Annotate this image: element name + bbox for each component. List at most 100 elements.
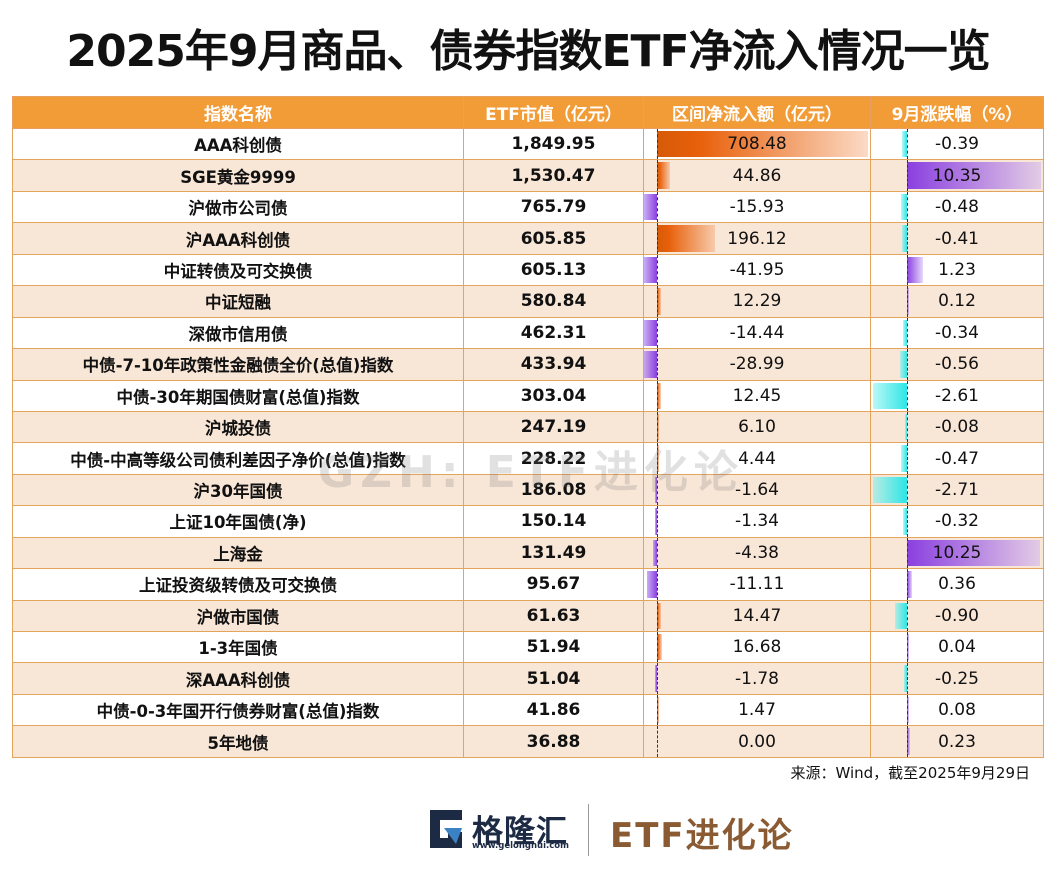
- net-inflow-cell: 16.68: [643, 630, 871, 664]
- change-positive-bar: [907, 634, 909, 661]
- inflow-axis-line: [657, 663, 658, 694]
- change-axis-line: [907, 129, 908, 159]
- monthly-change-value: -0.90: [935, 605, 979, 626]
- net-inflow-cell: -1.78: [643, 662, 871, 695]
- table-row: SGE黄金9999 1,530.47 44.86 10.35: [12, 159, 1044, 192]
- inflow-axis-line: [657, 192, 658, 222]
- table-row: 中证短融 580.84 12.29 0.12: [12, 285, 1044, 318]
- net-inflow-value: -14.44: [729, 322, 785, 343]
- monthly-change-value: -0.41: [935, 228, 979, 249]
- monthly-change-value: -2.71: [935, 480, 979, 501]
- index-name-cell: 5年地债: [12, 725, 464, 758]
- inflow-negative-bar: [655, 665, 657, 692]
- change-axis-line: [907, 160, 908, 191]
- net-inflow-cell: 12.45: [643, 379, 871, 412]
- monthly-change-cell: 0.23: [870, 725, 1044, 758]
- change-axis-line: [907, 726, 908, 757]
- index-name-cell: 中证转债及可交换债: [12, 253, 464, 287]
- net-inflow-cell: 0.00: [643, 725, 871, 758]
- index-name-cell: 深做市信用债: [12, 316, 464, 350]
- change-positive-bar: [907, 256, 923, 284]
- monthly-change-value: -0.25: [935, 668, 979, 689]
- table-row: 5年地债 36.88 0.00 0.23: [12, 725, 1044, 758]
- monthly-change-value: -0.39: [935, 134, 979, 155]
- net-inflow-cell: -11.11: [643, 568, 871, 601]
- net-inflow-cell: -1.64: [643, 473, 871, 507]
- net-inflow-value: -41.95: [729, 259, 785, 280]
- net-inflow-cell: -15.93: [643, 190, 871, 224]
- monthly-change-value: -0.08: [935, 417, 979, 438]
- net-inflow-value: 4.44: [738, 448, 776, 469]
- inflow-axis-line: [657, 632, 658, 662]
- inflow-axis-line: [657, 726, 658, 757]
- market-cap-cell: 36.88: [463, 725, 644, 758]
- monthly-change-cell: -0.32: [870, 505, 1044, 538]
- change-positive-bar: [907, 288, 909, 315]
- inflow-axis-line: [657, 601, 658, 631]
- table-row: 中债-7-10年政策性金融债全价(总值)指数 433.94 -28.99 -0.56: [12, 348, 1044, 381]
- monthly-change-value: 0.36: [938, 574, 976, 595]
- monthly-change-cell: 10.25: [870, 536, 1044, 570]
- monthly-change-cell: -0.08: [870, 410, 1044, 444]
- monthly-change-value: 10.35: [932, 165, 982, 186]
- index-name-cell: 深AAA科创债: [12, 662, 464, 695]
- monthly-change-cell: 10.35: [870, 159, 1044, 192]
- net-inflow-cell: -41.95: [643, 253, 871, 287]
- market-cap-cell: 580.84: [463, 285, 644, 318]
- monthly-change-cell: -2.71: [870, 473, 1044, 507]
- market-cap-cell: 765.79: [463, 190, 644, 224]
- inflow-axis-line: [657, 506, 658, 537]
- inflow-positive-bar: [657, 162, 671, 189]
- change-axis-line: [907, 349, 908, 379]
- index-name-cell: 中债-7-10年政策性金融债全价(总值)指数: [12, 348, 464, 381]
- index-name-cell: 上证投资级转债及可交换债: [12, 568, 464, 601]
- table-row: 沪做市公司债 765.79 -15.93 -0.48: [12, 190, 1044, 224]
- net-inflow-cell: 708.48: [643, 127, 871, 161]
- change-negative-bar: [900, 193, 907, 221]
- monthly-change-cell: 0.36: [870, 568, 1044, 601]
- change-positive-bar: [907, 728, 910, 755]
- monthly-change-value: 1.23: [938, 259, 976, 280]
- change-axis-line: [907, 255, 908, 285]
- table-row: 上证10年国债(净) 150.14 -1.34 -0.32: [12, 505, 1044, 538]
- inflow-negative-bar: [655, 476, 657, 504]
- index-name-cell: 上海金: [12, 536, 464, 570]
- table-row: 沪AAA科创债 605.85 196.12 -0.41: [12, 222, 1044, 255]
- monthly-change-value: 10.25: [932, 542, 982, 563]
- net-inflow-value: 0.00: [738, 731, 776, 752]
- market-cap-cell: 95.67: [463, 568, 644, 601]
- index-name-cell: 沪30年国债: [12, 473, 464, 507]
- inflow-axis-line: [657, 381, 658, 411]
- market-cap-cell: 1,530.47: [463, 159, 644, 192]
- monthly-change-cell: 0.04: [870, 630, 1044, 664]
- inflow-axis-line: [657, 129, 658, 159]
- inflow-axis-line: [657, 412, 658, 442]
- change-negative-bar: [895, 602, 907, 629]
- net-inflow-value: -1.78: [735, 668, 779, 689]
- index-name-cell: 沪做市国债: [12, 599, 464, 633]
- monthly-change-cell: -0.34: [870, 316, 1044, 350]
- index-name-cell: 沪做市公司债: [12, 190, 464, 224]
- index-name-cell: 中债-中高等级公司债利差因子净价(总值)指数: [12, 442, 464, 475]
- market-cap-cell: 41.86: [463, 693, 644, 727]
- net-inflow-value: 6.10: [738, 417, 776, 438]
- net-inflow-value: -1.34: [735, 511, 779, 532]
- inflow-positive-bar: [657, 131, 868, 158]
- net-inflow-value: 1.47: [738, 700, 776, 721]
- monthly-change-cell: 0.12: [870, 285, 1044, 318]
- change-negative-bar: [902, 319, 907, 347]
- table-header-row: 指数名称 ETF市值（亿元） 区间净流入额（亿元） 9月涨跌幅（%）: [12, 96, 1044, 129]
- change-axis-line: [907, 538, 908, 568]
- header-net-inflow: 区间净流入额（亿元）: [643, 96, 871, 129]
- index-name-cell: 中债-30年期国债财富(总值)指数: [12, 379, 464, 412]
- net-inflow-value: -28.99: [729, 354, 785, 375]
- net-inflow-value: -15.93: [729, 197, 785, 218]
- change-axis-line: [907, 412, 908, 442]
- net-inflow-value: 14.47: [732, 605, 782, 626]
- index-name-cell: SGE黄金9999: [12, 159, 464, 192]
- change-negative-bar: [873, 476, 907, 504]
- monthly-change-value: -0.32: [935, 511, 979, 532]
- net-inflow-cell: 14.47: [643, 599, 871, 633]
- change-axis-line: [907, 601, 908, 631]
- index-name-cell: 沪AAA科创债: [12, 222, 464, 255]
